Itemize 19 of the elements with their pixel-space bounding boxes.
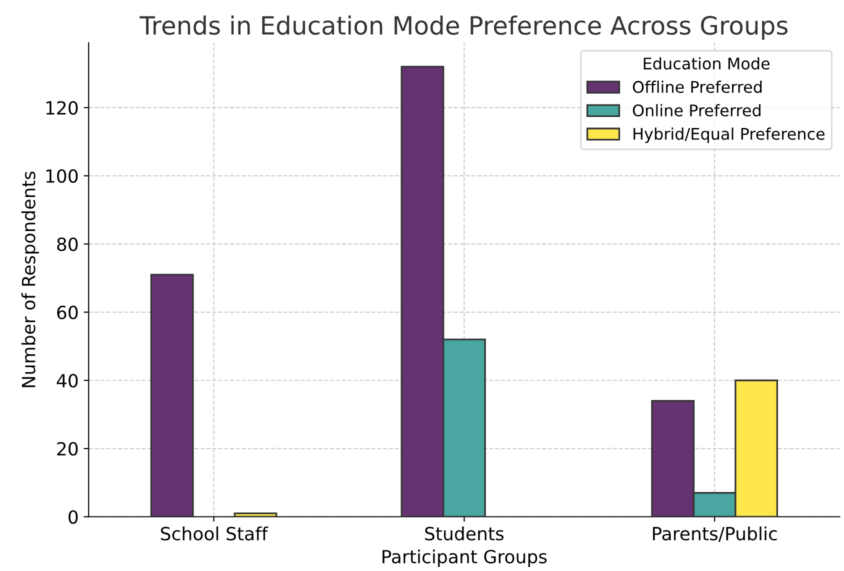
y-tick-label: 60 xyxy=(57,306,78,320)
legend-title: Education Mode xyxy=(644,57,770,70)
y-tick-label: 120 xyxy=(46,101,78,115)
x-tick-label: Parents/Public xyxy=(653,526,777,542)
y-tick-label: 80 xyxy=(57,237,78,252)
y-tick-label: 40 xyxy=(56,374,78,388)
legend-label: Offline Preferred xyxy=(632,80,762,94)
chart-title: Trends in Education Mode Preference Across Groups xyxy=(140,15,788,40)
y-axis-title: Number of Respondents xyxy=(21,172,39,388)
y-tick-label: 100 xyxy=(46,169,78,183)
bar xyxy=(234,512,278,517)
legend-label: Hybrid/Equal Preference xyxy=(634,128,825,143)
bar xyxy=(150,274,194,517)
y-tick-label: 0 xyxy=(68,510,78,524)
y-tick-label: 20 xyxy=(57,442,78,456)
x-axis-title: Participant Groups xyxy=(382,550,547,567)
x-tick-label: School Staff xyxy=(161,526,268,540)
legend-label: Online Preferred xyxy=(632,104,760,116)
x-tick-label: Students xyxy=(425,526,504,540)
